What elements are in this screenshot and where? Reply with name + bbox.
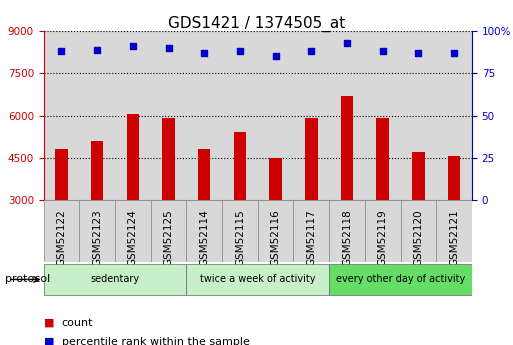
Text: protocol: protocol — [5, 275, 50, 284]
Point — [93, 47, 101, 52]
Bar — [80, 200, 115, 262]
Bar — [341, 96, 353, 200]
Text: GSM52122: GSM52122 — [56, 209, 67, 266]
Text: GSM52118: GSM52118 — [342, 209, 352, 266]
Bar — [329, 264, 472, 295]
Point — [379, 49, 387, 54]
Text: GSM52125: GSM52125 — [164, 209, 173, 266]
Text: GSM52124: GSM52124 — [128, 209, 138, 266]
Point — [415, 50, 423, 56]
Text: GSM52115: GSM52115 — [235, 209, 245, 266]
Text: twice a week of activity: twice a week of activity — [200, 275, 315, 284]
Text: GSM52119: GSM52119 — [378, 209, 388, 266]
Bar — [151, 31, 186, 200]
Text: ■: ■ — [44, 318, 54, 327]
Bar — [377, 118, 389, 200]
Text: GSM52120: GSM52120 — [413, 209, 423, 266]
Point — [165, 45, 173, 51]
Point — [236, 49, 244, 54]
Text: count: count — [62, 318, 93, 327]
Point — [271, 54, 280, 59]
Text: GSM52123: GSM52123 — [92, 209, 102, 266]
Text: GSM52114: GSM52114 — [199, 209, 209, 266]
Bar — [269, 158, 282, 200]
Point — [450, 50, 458, 56]
Bar — [127, 114, 139, 200]
Bar — [186, 200, 222, 262]
Bar — [44, 264, 186, 295]
Bar — [162, 118, 175, 200]
Text: GSM52116: GSM52116 — [271, 209, 281, 266]
Bar — [258, 31, 293, 200]
Text: sedentary: sedentary — [90, 275, 140, 284]
Bar — [222, 31, 258, 200]
Bar — [448, 156, 460, 200]
Bar — [401, 31, 436, 200]
Bar — [329, 200, 365, 262]
Bar — [293, 200, 329, 262]
Point — [307, 49, 315, 54]
Text: GSM52121: GSM52121 — [449, 209, 459, 266]
Bar — [293, 31, 329, 200]
Bar — [198, 149, 210, 200]
Bar — [329, 31, 365, 200]
Bar — [80, 31, 115, 200]
Text: percentile rank within the sample: percentile rank within the sample — [62, 337, 249, 345]
Bar — [365, 200, 401, 262]
Bar — [222, 200, 258, 262]
Bar — [436, 200, 472, 262]
Point — [200, 50, 208, 56]
Point — [129, 43, 137, 49]
Point — [343, 40, 351, 46]
Bar — [436, 31, 472, 200]
Bar — [91, 141, 104, 200]
Bar — [365, 31, 401, 200]
Bar — [401, 200, 436, 262]
Bar — [55, 149, 68, 200]
Bar — [412, 152, 425, 200]
Point — [57, 49, 66, 54]
Bar — [151, 200, 186, 262]
Text: GDS1421 / 1374505_at: GDS1421 / 1374505_at — [168, 16, 345, 32]
Text: every other day of activity: every other day of activity — [336, 275, 465, 284]
Bar — [186, 31, 222, 200]
Text: ■: ■ — [44, 337, 54, 345]
Bar — [186, 264, 329, 295]
Bar — [305, 118, 318, 200]
Bar — [115, 200, 151, 262]
Bar — [115, 31, 151, 200]
Text: GSM52117: GSM52117 — [306, 209, 317, 266]
Bar — [258, 200, 293, 262]
Bar — [44, 31, 80, 200]
Bar — [44, 200, 80, 262]
Bar — [234, 132, 246, 200]
